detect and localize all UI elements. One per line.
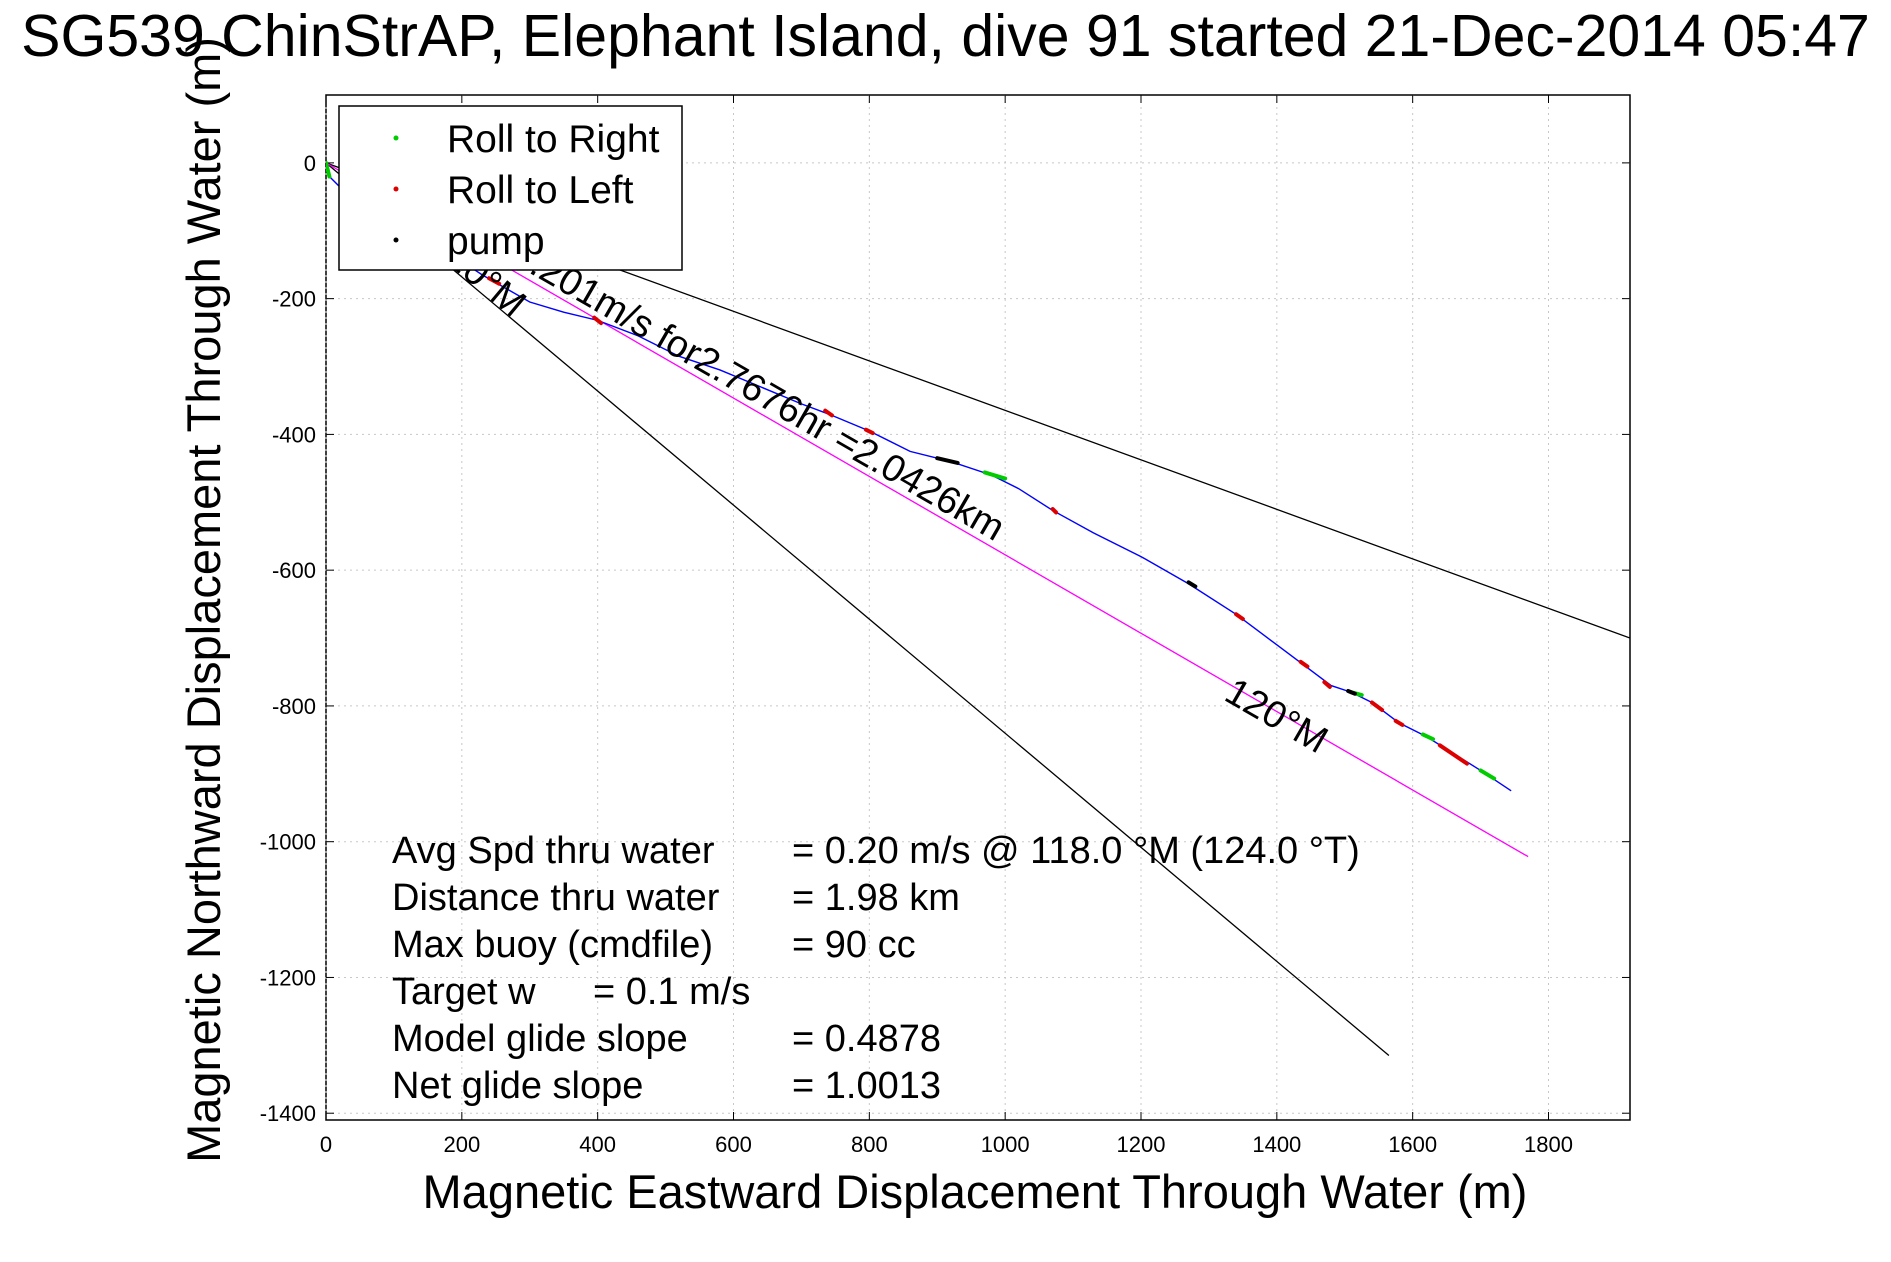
x-tick-label: 1800 bbox=[1524, 1132, 1573, 1157]
axis-ticks: 0 200 400 600 800 1000 1200 1400 1600 1800 0 -200 -4… bbox=[260, 95, 1630, 1157]
stat-label: Target w bbox=[392, 971, 536, 1013]
roll-left-segment bbox=[863, 427, 875, 436]
x-tick-label: 800 bbox=[851, 1132, 888, 1157]
stat-label: Model glide slope bbox=[392, 1018, 688, 1060]
stat-value: = 0.20 m/s @ 118.0 °M (124.0 °T) bbox=[792, 830, 1360, 872]
x-tick-label: 0 bbox=[320, 1132, 332, 1157]
roll-left-segment bbox=[1298, 659, 1310, 669]
pump-segment bbox=[1186, 580, 1198, 589]
direction-line-lower bbox=[326, 162, 1390, 1057]
legend-marker bbox=[393, 237, 399, 243]
roll-left-segment bbox=[487, 276, 502, 286]
y-tick-label: -600 bbox=[272, 558, 316, 583]
roll-right-segment bbox=[982, 470, 1008, 481]
heading-line bbox=[326, 162, 1529, 858]
y-tick-label: -1000 bbox=[260, 830, 316, 855]
stat-value: = 0.4878 bbox=[792, 1018, 941, 1060]
roll-left-segment bbox=[1437, 743, 1469, 766]
legend-label: Roll to Right bbox=[447, 118, 660, 161]
y-axis-label: Magnetic Northward Displacement Through … bbox=[177, 37, 230, 1163]
y-tick-label: -1400 bbox=[260, 1101, 316, 1126]
pump-segment bbox=[935, 456, 960, 465]
legend-label: pump bbox=[447, 220, 545, 263]
stat-label: Max buoy (cmdfile) bbox=[392, 924, 713, 966]
y-tick-label: -800 bbox=[272, 694, 316, 719]
y-tick-label: -400 bbox=[272, 422, 316, 447]
roll-left-segment bbox=[1369, 700, 1385, 712]
x-tick-label: 1400 bbox=[1252, 1132, 1301, 1157]
stat-label: Net glide slope bbox=[392, 1065, 643, 1107]
stat-value: = 0.1 m/s bbox=[593, 971, 750, 1013]
roll-right-segment bbox=[326, 160, 332, 179]
stat-value: = 1.98 km bbox=[792, 877, 960, 919]
pump-segment bbox=[1346, 688, 1357, 696]
roll-left-segment bbox=[1050, 507, 1059, 515]
y-tick-label: -200 bbox=[272, 287, 316, 312]
roll-left-segment bbox=[1234, 612, 1245, 622]
roll-right-segment bbox=[1420, 732, 1436, 742]
legend-marker bbox=[393, 135, 399, 141]
y-tick-label: -1200 bbox=[260, 965, 316, 990]
legend-marker bbox=[393, 186, 399, 192]
roll-left-segment bbox=[1393, 718, 1405, 727]
y-tick-label: 0 bbox=[304, 151, 316, 176]
stat-label: Distance thru water bbox=[392, 877, 720, 919]
roll-left-segment bbox=[592, 315, 604, 326]
x-tick-label: 1000 bbox=[981, 1132, 1030, 1157]
x-tick-label: 200 bbox=[443, 1132, 480, 1157]
x-tick-label: 600 bbox=[715, 1132, 752, 1157]
chart-title: SG539 ChinStrAP, Elephant Island, dive 9… bbox=[21, 3, 1870, 69]
x-tick-label: 1200 bbox=[1117, 1132, 1166, 1157]
roll-left-segment bbox=[1322, 680, 1332, 689]
stats-block: Avg Spd thru water = 0.20 m/s @ 118.0 °M … bbox=[392, 830, 1360, 1107]
roll-left-segment bbox=[823, 408, 834, 418]
roll-right-segment bbox=[1478, 768, 1497, 781]
legend-label: Roll to Left bbox=[447, 169, 634, 212]
stat-label: Avg Spd thru water bbox=[392, 830, 715, 872]
legend: Roll to Right Roll to Left pump bbox=[338, 105, 683, 271]
x-axis-label: Magnetic Eastward Displacement Through W… bbox=[423, 1165, 1528, 1218]
stat-value: = 1.0013 bbox=[792, 1065, 941, 1107]
x-tick-label: 400 bbox=[579, 1132, 616, 1157]
x-tick-label: 1600 bbox=[1388, 1132, 1437, 1157]
stat-value: = 90 cc bbox=[792, 924, 916, 966]
